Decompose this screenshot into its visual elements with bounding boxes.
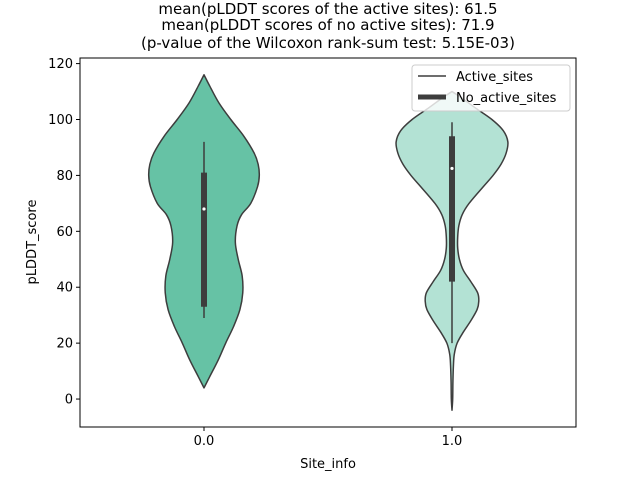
y-tick-label: 80 bbox=[56, 169, 73, 184]
chart-title-line-1: mean(pLDDT scores of the active sites): … bbox=[158, 0, 497, 18]
x-tick-label: 0.0 bbox=[194, 434, 215, 449]
x-tick-label: 1.0 bbox=[442, 434, 463, 449]
chart-title-line-2: mean(pLDDT scores of no active sites): 7… bbox=[161, 16, 494, 34]
y-tick-label: 0 bbox=[65, 393, 73, 408]
legend: Active_sites No_active_sites bbox=[411, 64, 571, 112]
legend-box bbox=[411, 64, 571, 112]
x-axis-label: Site_info bbox=[300, 457, 356, 472]
legend-label-no-active-sites: No_active_sites bbox=[456, 91, 557, 106]
violin-median-1.0 bbox=[450, 166, 454, 171]
chart-title-line-3: (p-value of the Wilcoxon rank-sum test: … bbox=[141, 34, 515, 52]
y-tick-label: 100 bbox=[48, 113, 73, 128]
x-axis-ticks: 0.0 1.0 bbox=[194, 427, 463, 449]
y-tick-label: 120 bbox=[48, 57, 73, 72]
y-axis-label: pLDDT_score bbox=[25, 200, 40, 285]
y-axis-ticks: 0 20 40 60 80 100 120 bbox=[48, 57, 80, 408]
violin-median-0.0 bbox=[202, 207, 206, 211]
y-tick-label: 20 bbox=[56, 337, 73, 352]
axes-frame bbox=[79, 57, 577, 428]
y-tick-label: 40 bbox=[56, 281, 73, 296]
y-tick-label: 60 bbox=[56, 225, 73, 240]
legend-label-active-sites: Active_sites bbox=[456, 70, 533, 85]
violins-layer bbox=[147, 74, 509, 411]
